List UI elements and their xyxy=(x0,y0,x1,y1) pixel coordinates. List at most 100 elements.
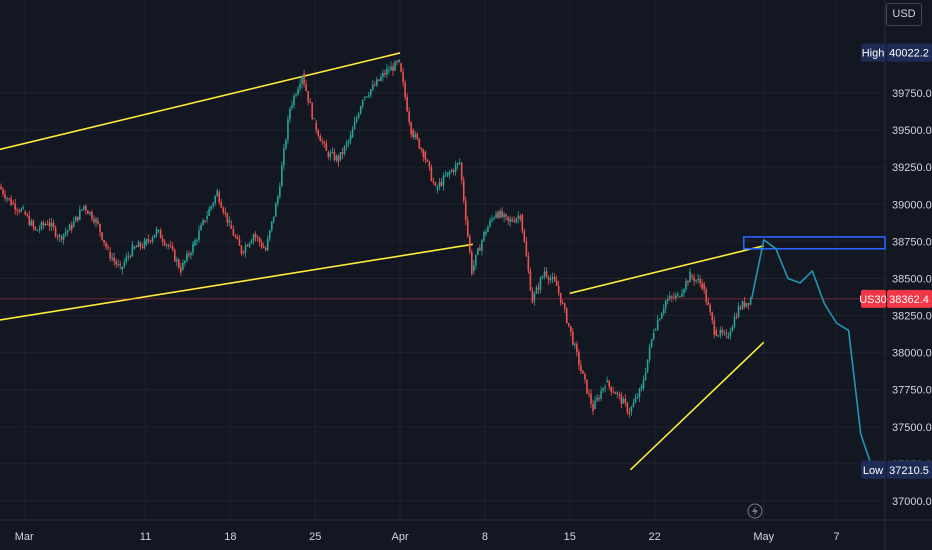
candle-body xyxy=(406,96,408,112)
candle-body xyxy=(351,129,354,138)
candle-body xyxy=(56,236,59,238)
candle-body xyxy=(561,303,564,305)
y-tick-label: 38250.0 xyxy=(892,311,932,323)
x-tick-label: 18 xyxy=(224,531,236,543)
candle-body xyxy=(525,241,528,257)
candle-body xyxy=(584,373,586,380)
candle-body xyxy=(499,211,501,218)
candle-body xyxy=(293,95,295,106)
candle-body xyxy=(68,224,71,231)
candle-body xyxy=(147,239,150,241)
candle-body xyxy=(671,296,673,298)
currency-selector[interactable]: USD xyxy=(886,3,922,26)
candle-body xyxy=(99,223,101,233)
candle-body xyxy=(151,237,154,242)
candle-body xyxy=(26,214,29,216)
projection-path[interactable] xyxy=(750,239,874,471)
lightning-icon[interactable] xyxy=(747,503,763,519)
candle-body xyxy=(388,70,390,72)
candle-body xyxy=(315,122,318,131)
candle-body xyxy=(194,240,196,246)
candle-body xyxy=(66,230,69,233)
candle-body xyxy=(62,233,65,240)
candle-body xyxy=(60,236,63,240)
candle-body xyxy=(70,224,73,230)
y-tick-label: 39000.0 xyxy=(892,199,932,211)
candle-body xyxy=(731,326,734,332)
candle-body xyxy=(145,239,148,245)
candle-body xyxy=(52,222,55,228)
candle-body xyxy=(79,209,81,220)
candle-body xyxy=(432,180,435,183)
trendline-2[interactable] xyxy=(0,243,473,321)
candle-body xyxy=(74,216,77,222)
candle-body xyxy=(709,304,712,313)
candle-body xyxy=(683,289,685,294)
candle-body xyxy=(481,240,483,251)
y-tick-label: 37750.0 xyxy=(892,385,932,397)
candle-body xyxy=(374,84,376,86)
candle-body xyxy=(277,196,279,204)
symbol-badge-value-bg xyxy=(887,289,932,308)
low-badge-label: Low xyxy=(863,465,883,477)
low-badge-value-bg xyxy=(887,460,932,479)
candle-body xyxy=(509,219,511,223)
candle-body xyxy=(333,151,336,161)
candle-body xyxy=(48,222,51,227)
candle-body xyxy=(606,380,608,383)
candle-body xyxy=(654,329,657,331)
candle-body xyxy=(16,209,18,211)
candle-body xyxy=(270,221,273,231)
candle-body xyxy=(54,227,57,237)
candle-body xyxy=(396,61,398,63)
low-badge-value: 37210.5 xyxy=(889,465,929,477)
candle-body xyxy=(72,221,75,227)
candle-body xyxy=(470,251,473,274)
candle-body xyxy=(285,139,287,149)
candle-body xyxy=(230,225,233,229)
x-tick-label: Apr xyxy=(392,531,409,543)
candle-body xyxy=(616,392,619,395)
candle-body xyxy=(119,264,122,266)
candle-body xyxy=(681,293,683,297)
candle-body xyxy=(428,161,431,167)
candle-body xyxy=(275,203,277,217)
candle-body xyxy=(402,71,404,83)
candle-body xyxy=(466,220,469,236)
candle-body xyxy=(741,301,744,309)
trendline-3[interactable] xyxy=(569,245,764,295)
candle-body xyxy=(436,186,439,190)
trendline-4[interactable] xyxy=(629,341,765,471)
resistance-zone[interactable] xyxy=(742,236,886,250)
candle-body xyxy=(442,175,445,186)
candle-body xyxy=(592,403,594,412)
symbol-badge-label: US30 xyxy=(859,294,887,306)
candle-body xyxy=(321,141,324,143)
candle-body xyxy=(204,220,206,222)
candle-body xyxy=(345,143,348,147)
candle-body xyxy=(458,162,461,164)
candle-body xyxy=(329,152,332,157)
candle-body xyxy=(582,370,584,374)
trendline-1[interactable] xyxy=(0,52,401,151)
x-tick-label: 8 xyxy=(482,531,488,543)
candle-body xyxy=(97,220,99,224)
candle-body xyxy=(113,257,115,262)
candle-body xyxy=(95,218,97,223)
candle-body xyxy=(165,244,168,246)
candle-body xyxy=(319,135,322,142)
candle-body xyxy=(594,400,596,410)
candle-body xyxy=(260,242,263,248)
candle-body xyxy=(624,398,627,403)
candle-body xyxy=(487,226,489,233)
candle-body xyxy=(301,75,303,84)
candle-body xyxy=(507,216,509,221)
candle-body xyxy=(412,130,415,138)
candle-body xyxy=(543,271,546,277)
candle-body xyxy=(121,266,124,270)
candle-body xyxy=(295,94,297,96)
high-badge-label: High xyxy=(862,48,885,60)
candle-body xyxy=(107,247,109,249)
candle-body xyxy=(650,339,653,347)
